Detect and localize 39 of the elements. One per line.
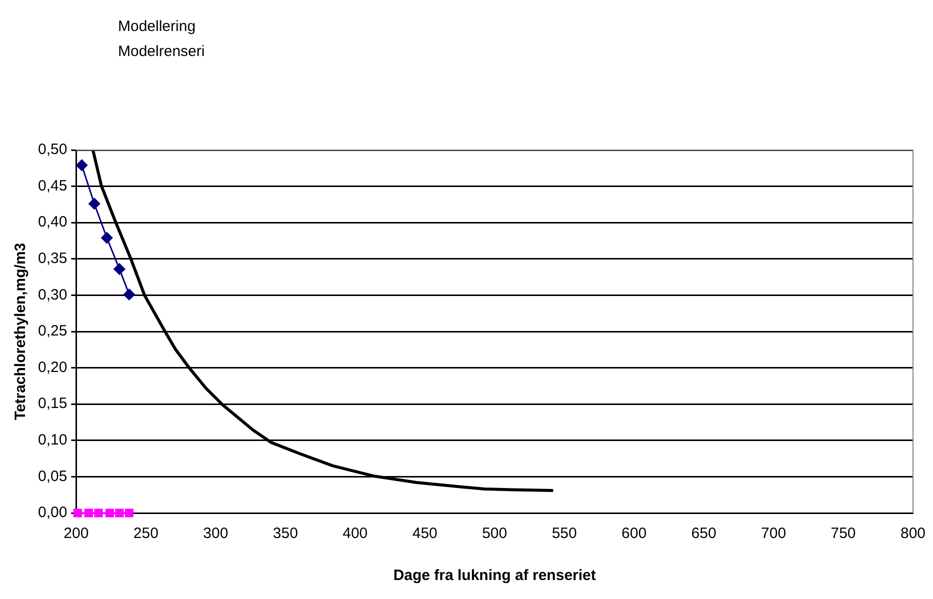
y-tick-label: 0,50 — [38, 141, 68, 158]
y-tick-label: 0,05 — [38, 468, 68, 485]
x-tick-label: 300 — [203, 525, 228, 542]
y-tick-label: 0,45 — [38, 177, 68, 194]
y-tick-label: 0,30 — [38, 286, 68, 304]
x-tick-label: 450 — [412, 525, 438, 542]
chart-title: Modellering — [118, 18, 196, 35]
y-axis-title: Tetrachlorethylen,mg/m3 — [12, 242, 30, 420]
point — [105, 508, 114, 518]
point — [84, 508, 94, 518]
x-tick-label: 350 — [272, 525, 298, 542]
x-tick-label: 700 — [761, 525, 786, 542]
y-tick-label: 0,35 — [38, 250, 68, 268]
x-tick-label: 650 — [691, 525, 716, 542]
x-axis-title: Dage fra lukning af renseriet — [393, 567, 596, 584]
y-tick-label: 0,25 — [38, 322, 68, 340]
y-tick-label: 0,10 — [38, 432, 68, 449]
x-tick-label: 400 — [342, 525, 368, 542]
point — [114, 263, 126, 275]
x-tick-label: 600 — [622, 525, 647, 542]
point — [88, 198, 100, 210]
x-tick-label: 500 — [482, 525, 508, 542]
y-tick-label: 0,20 — [38, 358, 68, 376]
y-tick-label: 0,40 — [38, 214, 68, 231]
y-tick-label: 0,15 — [38, 395, 68, 412]
x-tick-label: 200 — [64, 525, 89, 542]
point — [115, 508, 124, 518]
x-tick-label: 750 — [830, 525, 856, 542]
x-tick-label: 250 — [133, 525, 158, 542]
x-tick-label: 800 — [900, 525, 926, 542]
point — [124, 508, 134, 518]
point — [76, 159, 88, 171]
point — [123, 288, 135, 300]
point — [94, 508, 103, 518]
x-tick-label: 550 — [552, 525, 577, 542]
point — [101, 232, 113, 244]
y-tick-label: 0,00 — [38, 504, 68, 522]
point — [73, 508, 82, 518]
chart-subtitle: Modelrenseri — [118, 43, 205, 60]
